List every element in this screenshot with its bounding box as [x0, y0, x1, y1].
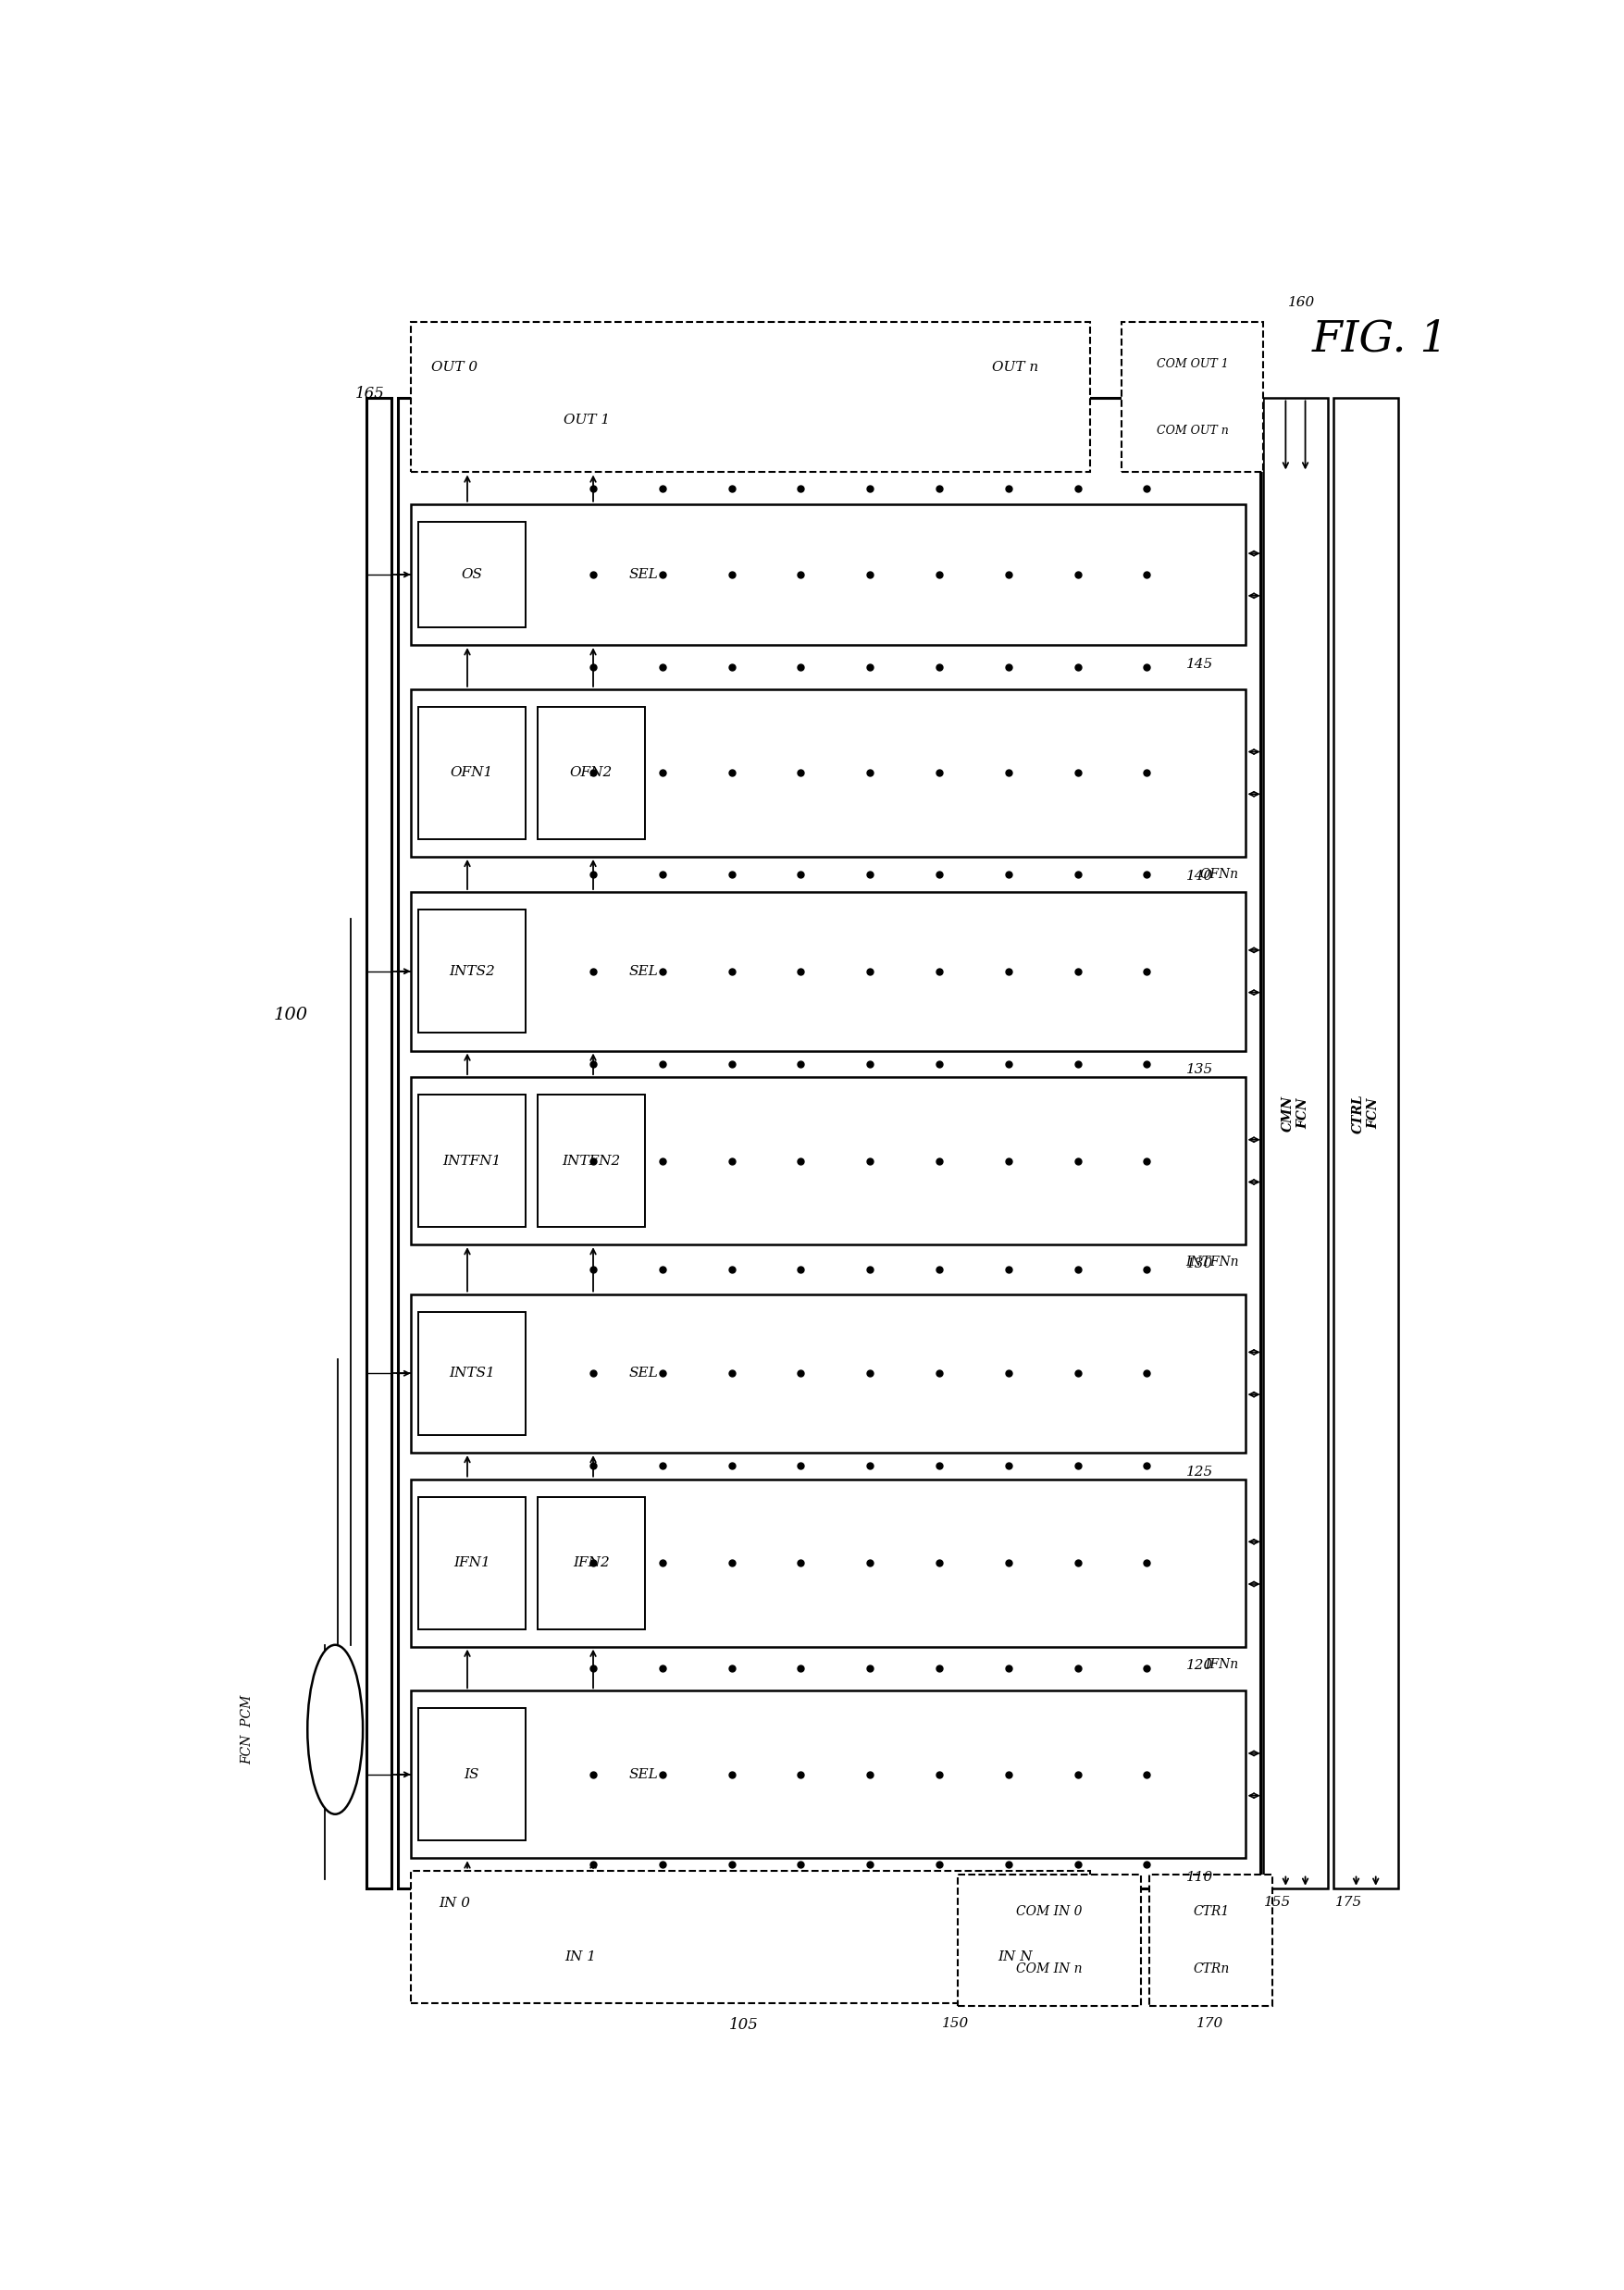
- Bar: [538, 1498, 645, 1628]
- Bar: [398, 398, 1260, 1889]
- Text: IFNn: IFNn: [1205, 1658, 1239, 1672]
- Text: FIG. 1: FIG. 1: [1312, 318, 1449, 362]
- Bar: [1333, 398, 1398, 1889]
- Text: FCN  PCM: FCN PCM: [240, 1695, 253, 1763]
- Text: OFN2: OFN2: [570, 767, 612, 779]
- Text: 110: 110: [1187, 1871, 1213, 1885]
- Bar: [367, 398, 391, 1889]
- Text: CTR1: CTR1: [1194, 1905, 1229, 1917]
- Text: 175: 175: [1335, 1896, 1363, 1908]
- Bar: [1122, 323, 1263, 472]
- Bar: [411, 1479, 1246, 1647]
- Text: COM OUT n: COM OUT n: [1156, 424, 1228, 437]
- Text: IFN1: IFN1: [453, 1557, 490, 1569]
- Bar: [538, 1095, 645, 1227]
- Ellipse shape: [307, 1644, 362, 1814]
- Bar: [411, 893, 1246, 1051]
- Text: INTFNn: INTFNn: [1186, 1255, 1239, 1269]
- Text: INTFN2: INTFN2: [562, 1154, 620, 1168]
- Bar: [958, 1873, 1140, 2006]
- Text: OFNn: OFNn: [1200, 868, 1239, 882]
- Text: COM OUT 1: COM OUT 1: [1156, 357, 1228, 371]
- Text: OUT 1: OUT 1: [564, 414, 611, 426]
- Bar: [411, 1871, 1090, 2004]
- Text: INTS1: INTS1: [448, 1367, 495, 1381]
- Text: IN 1: IN 1: [565, 1951, 596, 1963]
- Bar: [419, 1498, 525, 1628]
- Text: 160: 160: [1288, 295, 1315, 309]
- Text: INTFN1: INTFN1: [442, 1154, 500, 1168]
- Bar: [419, 1095, 525, 1227]
- Text: IN 0: IN 0: [438, 1896, 471, 1910]
- Text: 115: 115: [318, 1784, 344, 1798]
- Text: 135: 135: [1187, 1063, 1213, 1076]
- Text: SEL: SEL: [628, 964, 658, 978]
- Text: COM IN 0: COM IN 0: [1017, 1905, 1083, 1917]
- Text: 125: 125: [1187, 1466, 1213, 1479]
- Text: 155: 155: [1265, 1896, 1291, 1908]
- Text: 105: 105: [729, 2017, 758, 2034]
- Text: OFN1: OFN1: [450, 767, 494, 779]
- Text: SEL: SEL: [628, 1768, 658, 1782]
- Bar: [1150, 1873, 1273, 2006]
- Text: 165: 165: [356, 387, 385, 403]
- Bar: [419, 522, 525, 627]
- Text: 130: 130: [1187, 1257, 1213, 1271]
- Text: 145: 145: [1187, 657, 1213, 671]
- Text: IS: IS: [464, 1768, 479, 1782]
- Text: SEL: SEL: [628, 568, 658, 582]
- Text: CMN
FCN: CMN FCN: [1281, 1095, 1309, 1131]
- Text: SEL: SEL: [628, 1367, 658, 1381]
- Bar: [538, 708, 645, 838]
- Text: COM IN n: COM IN n: [1017, 1963, 1083, 1976]
- Text: OUT n: OUT n: [992, 362, 1038, 373]
- Text: INTS2: INTS2: [448, 964, 495, 978]
- Text: IN N: IN N: [997, 1951, 1033, 1963]
- Bar: [411, 1690, 1246, 1857]
- Text: OUT 0: OUT 0: [432, 362, 477, 373]
- Text: OS: OS: [461, 568, 482, 582]
- Bar: [411, 689, 1246, 856]
- Text: CTRn: CTRn: [1194, 1963, 1229, 1976]
- Text: 100: 100: [274, 1008, 309, 1024]
- Bar: [419, 1312, 525, 1436]
- Text: 170: 170: [1197, 2017, 1223, 2031]
- Bar: [419, 708, 525, 838]
- Bar: [419, 909, 525, 1033]
- Text: IFN2: IFN2: [573, 1557, 609, 1569]
- Bar: [419, 1708, 525, 1841]
- Text: 140: 140: [1187, 870, 1213, 882]
- Bar: [411, 504, 1246, 646]
- Bar: [1263, 398, 1328, 1889]
- Text: 120: 120: [1187, 1660, 1213, 1672]
- Bar: [411, 1294, 1246, 1452]
- Bar: [411, 1076, 1246, 1246]
- Text: CTRL
FCN: CTRL FCN: [1351, 1095, 1380, 1134]
- Text: 150: 150: [942, 2017, 970, 2031]
- Bar: [411, 323, 1090, 472]
